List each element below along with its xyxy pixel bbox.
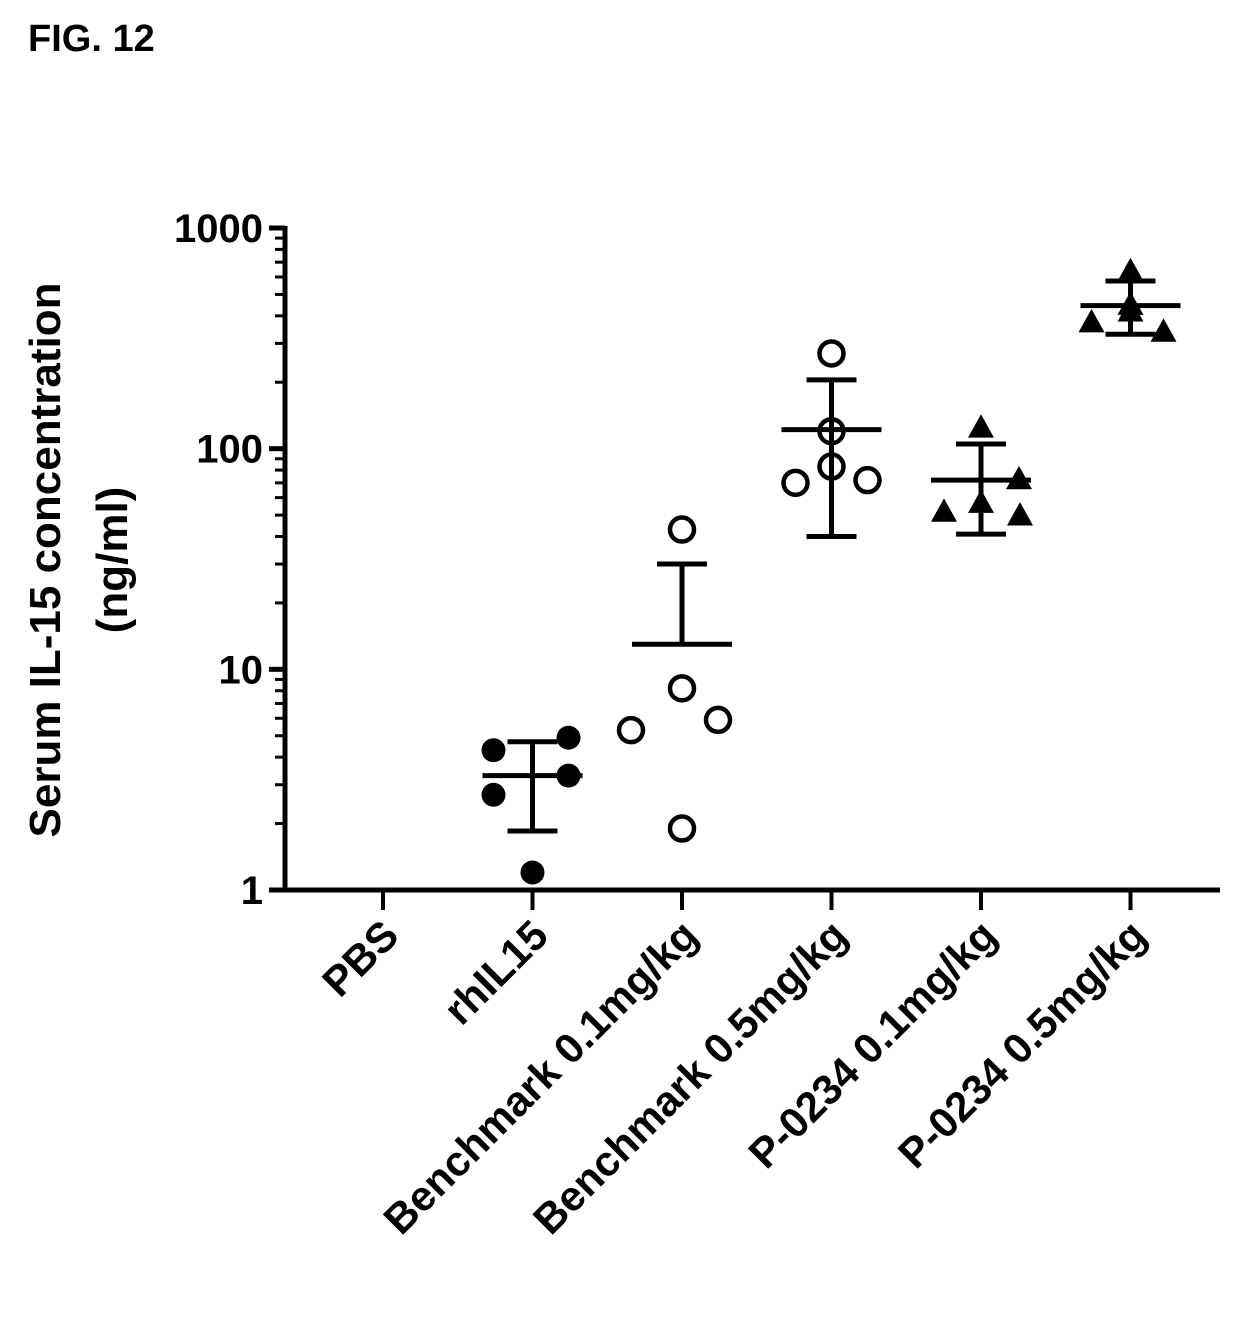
- data-point-open-circle: [817, 416, 846, 446]
- data-point-open-circle: [667, 674, 697, 703]
- data-point-open-circle: [853, 465, 882, 495]
- data-point-open-circle: [616, 715, 646, 745]
- data-point-filled-triangle: [968, 489, 994, 513]
- data-point-filled-circle: [556, 725, 581, 750]
- data-point-filled-triangle: [1007, 502, 1033, 526]
- data-point-filled-triangle: [1117, 298, 1144, 322]
- data-point-filled-triangle: [1078, 308, 1105, 333]
- y-axis-title-line-2: (ng/ml): [88, 487, 137, 634]
- data-point-filled-triangle: [968, 414, 994, 438]
- y-axis-title: Serum IL-15 concentration (ng/ml): [21, 282, 137, 837]
- data-point-filled-circle: [520, 860, 545, 885]
- data-point-open-circle: [817, 452, 846, 481]
- axes: [282, 226, 1220, 893]
- data-point-filled-triangle: [1006, 465, 1032, 490]
- x-category-label: PBS: [313, 911, 407, 1005]
- data-point-filled-triangle: [931, 498, 957, 522]
- data-point-filled-circle: [481, 782, 506, 807]
- data-point-filled-circle: [481, 738, 506, 763]
- data-point-open-circle: [781, 468, 810, 498]
- y-tick-label: 1000: [174, 207, 263, 251]
- data-point-open-circle: [667, 814, 697, 843]
- data-points: [481, 257, 1177, 885]
- y-axis-title-line-1: Serum IL-15 concentration: [21, 282, 70, 837]
- y-axis-ticks: 1 10 100 1000: [174, 207, 285, 913]
- x-category-label: rhIL15: [435, 911, 557, 1033]
- data-point-open-circle: [667, 515, 697, 544]
- figure-label: FIG. 12: [28, 18, 155, 60]
- data-point-open-circle: [703, 705, 733, 735]
- data-point-filled-triangle: [1117, 257, 1144, 282]
- y-tick-label: 10: [219, 648, 264, 692]
- y-tick-label: 1: [241, 869, 263, 913]
- y-tick-label: 100: [196, 428, 263, 472]
- data-point-filled-triangle: [1150, 318, 1177, 342]
- data-point-filled-circle: [556, 763, 581, 788]
- x-category-label: P-0234 0.1mg/kg: [739, 911, 1005, 1177]
- data-point-open-circle: [817, 339, 846, 368]
- x-category-label: P-0234 0.5mg/kg: [889, 911, 1155, 1177]
